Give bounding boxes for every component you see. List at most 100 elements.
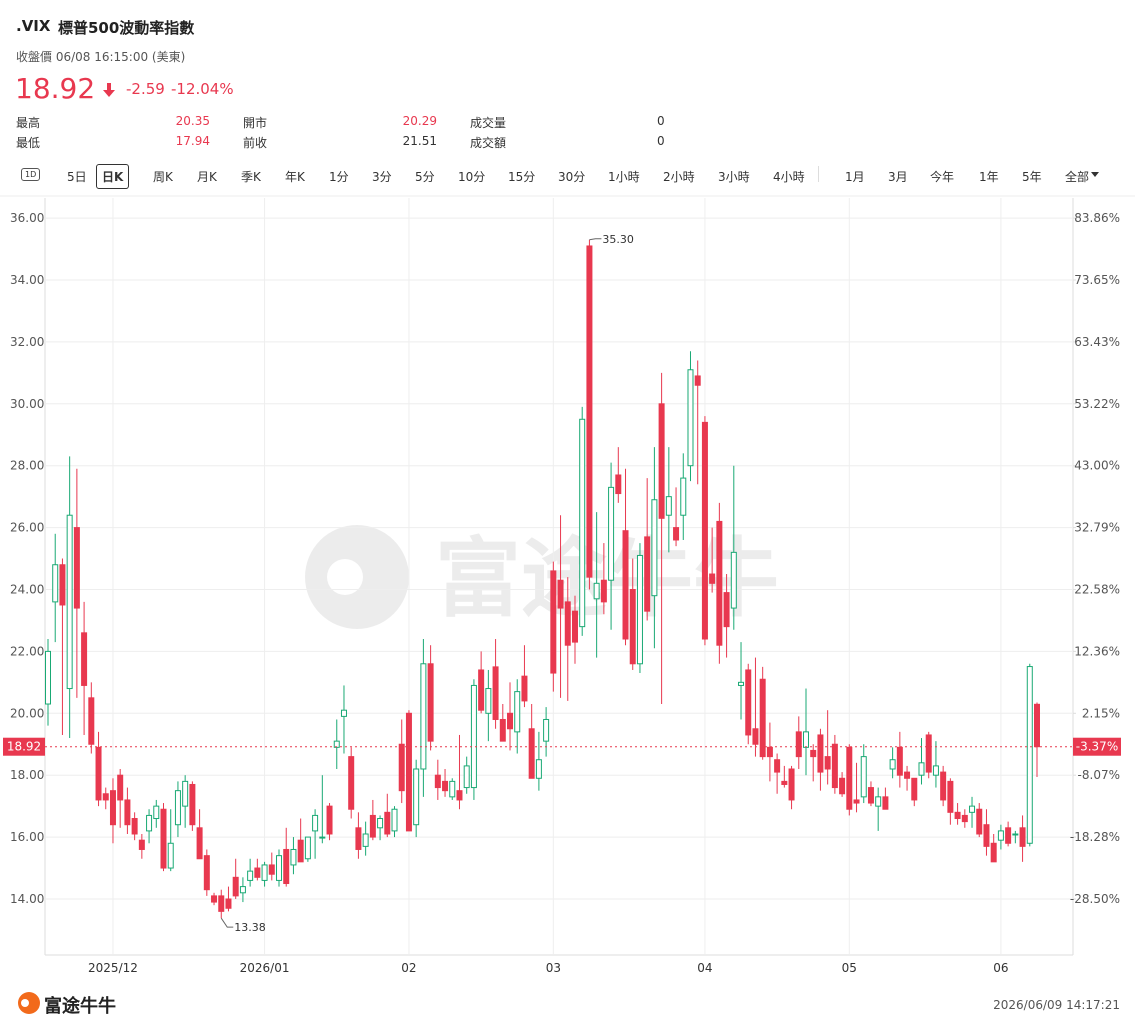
- toolbar-tab[interactable]: 10分: [458, 170, 486, 184]
- candle-body: [673, 527, 680, 541]
- toolbar-tab[interactable]: 3分: [372, 170, 392, 184]
- candle-body: [636, 554, 643, 665]
- toolbar-tab[interactable]: 1分: [329, 170, 349, 184]
- toolbar-tab[interactable]: 1月: [845, 170, 865, 184]
- candle-body: [369, 814, 376, 838]
- candle-body: [218, 895, 225, 912]
- candle-body: [983, 824, 990, 847]
- candle-body: [528, 728, 535, 779]
- toolbar-tab[interactable]: 1D: [21, 168, 41, 181]
- candle-body: [694, 375, 701, 386]
- symbol: .VIX: [16, 17, 51, 35]
- toolbar-tab[interactable]: 5日: [67, 170, 87, 184]
- price-pct-label: -3.37%: [1076, 740, 1118, 754]
- candle-body: [882, 796, 889, 810]
- candle-body: [997, 830, 1004, 841]
- toolbar-tab[interactable]: 2小時: [663, 170, 695, 184]
- candle-body: [745, 669, 752, 736]
- y-tick-label: 16.00: [10, 830, 44, 844]
- candle-body: [896, 746, 903, 776]
- candle-body: [514, 691, 521, 733]
- candle-body: [413, 768, 420, 826]
- annotation: 35.30: [602, 233, 634, 246]
- toolbar-tab[interactable]: 今年: [930, 170, 955, 184]
- candle-body: [167, 842, 174, 869]
- candle-body: [449, 780, 456, 798]
- y-tick-label: 14.00: [10, 892, 44, 906]
- candle-body: [470, 684, 477, 789]
- status: 收盤價 06/08 16:15:00 (美東): [16, 50, 186, 64]
- candle-body: [348, 756, 355, 810]
- candle-body: [622, 530, 629, 640]
- dropdown-arrow[interactable]: [1090, 171, 1100, 179]
- candle-body: [867, 787, 874, 804]
- candle-body: [153, 805, 160, 820]
- candle-body: [651, 499, 658, 597]
- candle-body: [442, 780, 449, 792]
- toolbar-tab[interactable]: 月K: [197, 170, 217, 184]
- candle-body: [738, 681, 745, 686]
- candle-body: [52, 564, 59, 603]
- candle-body: [73, 527, 80, 609]
- candle-body: [1005, 827, 1012, 844]
- candle-body: [59, 564, 66, 606]
- toolbar-tab[interactable]: 5年: [1022, 170, 1042, 184]
- candle-body: [947, 780, 954, 813]
- toolbar-tab[interactable]: 30分: [558, 170, 586, 184]
- candle-body: [362, 833, 369, 847]
- candle-body: [904, 771, 911, 779]
- candle-body: [932, 765, 939, 776]
- candle-body: [174, 790, 181, 826]
- x-tick-label: 03: [546, 961, 561, 975]
- candle-body: [802, 731, 809, 748]
- candle-body: [485, 688, 492, 714]
- candle-body: [391, 808, 398, 832]
- candle-body: [911, 777, 918, 801]
- stat-label: 最低: [16, 136, 41, 150]
- toolbar-tab[interactable]: 15分: [508, 170, 536, 184]
- annotation: 13.38: [234, 921, 266, 934]
- toolbar-tab[interactable]: 日K: [96, 164, 130, 189]
- toolbar-tab[interactable]: 3月: [888, 170, 908, 184]
- toolbar-tab[interactable]: 5分: [415, 170, 435, 184]
- toolbar-tab[interactable]: 季K: [241, 170, 261, 184]
- candle-body: [1026, 666, 1033, 844]
- x-tick-label: 2025/12: [88, 961, 138, 975]
- candle-body: [550, 570, 557, 674]
- timestamp: 2026/06/09 14:17:21: [993, 998, 1120, 1012]
- y2-tick-label: 73.65%: [1074, 273, 1120, 287]
- toolbar-tab[interactable]: 年K: [285, 170, 305, 184]
- y-tick-label: 24.00: [10, 582, 44, 596]
- candle-body: [759, 678, 766, 758]
- stat-label: 成交額: [470, 136, 507, 150]
- y2-tick-label: 53.22%: [1074, 397, 1120, 411]
- toolbar-tab[interactable]: 周K: [153, 170, 173, 184]
- candle-body: [629, 588, 636, 665]
- candle-body: [990, 842, 997, 863]
- change-pct: -12.04%: [171, 80, 234, 98]
- candle-body: [398, 743, 405, 792]
- candle-body: [427, 663, 434, 742]
- candle-body: [319, 836, 326, 839]
- footer-brand: 富途牛牛: [44, 996, 116, 1017]
- candle-body: [824, 756, 831, 770]
- candle-body: [752, 728, 759, 745]
- stat-value: 0: [657, 134, 665, 148]
- y-tick-label: 32.00: [10, 335, 44, 349]
- candle-body: [1012, 833, 1019, 836]
- stat-value: 21.51: [402, 134, 437, 148]
- toolbar-tab[interactable]: 1年: [979, 170, 999, 184]
- candle-body: [723, 592, 730, 628]
- stat-value: 0: [657, 114, 665, 128]
- candle-body: [521, 675, 528, 702]
- toolbar-tab[interactable]: 3小時: [718, 170, 750, 184]
- toolbar-tab[interactable]: 全部: [1065, 170, 1090, 184]
- stat-value: 17.94: [175, 134, 210, 148]
- candle-body: [463, 765, 470, 789]
- y-tick-label: 26.00: [10, 521, 44, 535]
- toolbar-tab[interactable]: 4小時: [773, 170, 805, 184]
- instrument-name: 標普500波動率指數: [58, 19, 195, 37]
- candle-body: [658, 403, 665, 519]
- candle-body: [781, 780, 788, 785]
- toolbar-tab[interactable]: 1小時: [608, 170, 640, 184]
